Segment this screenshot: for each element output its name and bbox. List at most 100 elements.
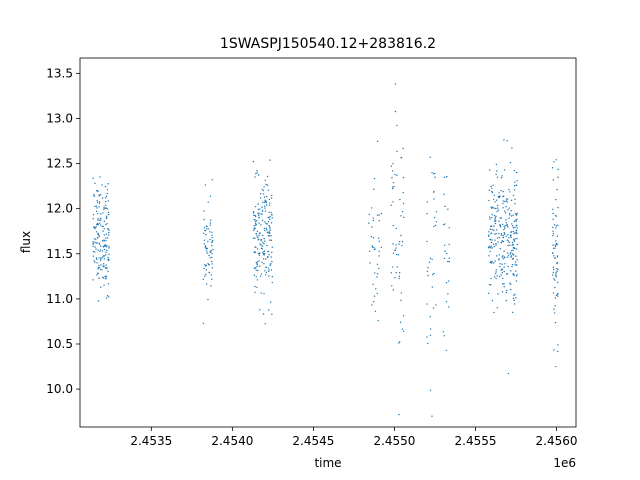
data-point — [402, 191, 404, 194]
data-point — [92, 245, 94, 247]
data-point — [97, 268, 99, 270]
data-point — [255, 246, 257, 248]
data-point — [208, 264, 210, 266]
data-point — [509, 161, 512, 164]
y-tick-label: 11.0 — [46, 292, 73, 306]
data-point — [265, 200, 267, 203]
data-point — [262, 189, 265, 192]
data-point — [511, 241, 514, 244]
data-point — [555, 274, 557, 277]
data-point — [207, 228, 209, 230]
data-point — [270, 197, 273, 199]
data-point — [509, 282, 511, 284]
data-point — [270, 263, 272, 265]
data-point — [514, 232, 516, 234]
data-point — [264, 229, 266, 232]
data-point — [264, 199, 266, 202]
data-point — [400, 299, 402, 302]
data-point — [205, 273, 207, 276]
data-point — [265, 271, 268, 274]
data-point — [501, 283, 504, 285]
data-point — [107, 237, 109, 239]
data-point — [502, 255, 504, 257]
data-point — [491, 239, 493, 241]
data-point — [254, 176, 256, 178]
x-tick-label: 2.4535 — [130, 434, 172, 448]
data-point — [431, 258, 433, 261]
data-point — [211, 267, 213, 269]
data-point — [510, 236, 512, 239]
data-point — [269, 159, 271, 161]
data-point — [495, 163, 498, 166]
data-point — [103, 248, 106, 251]
data-point — [443, 223, 445, 226]
data-point — [487, 292, 490, 295]
data-point — [514, 270, 517, 272]
data-point — [512, 249, 514, 252]
data-point — [515, 213, 518, 215]
data-point — [261, 213, 263, 215]
data-point — [211, 245, 213, 247]
data-point — [503, 285, 505, 288]
data-point — [254, 206, 257, 208]
data-point — [105, 264, 107, 266]
data-point — [95, 231, 98, 233]
data-point — [394, 249, 396, 251]
data-point — [260, 192, 262, 195]
data-point — [511, 258, 514, 260]
data-point — [263, 254, 265, 256]
data-point — [92, 242, 95, 245]
data-point — [447, 208, 449, 210]
data-point — [511, 244, 513, 246]
data-point — [510, 252, 512, 254]
data-point — [515, 220, 517, 222]
data-point — [433, 216, 436, 219]
data-point — [398, 240, 401, 243]
data-point — [376, 263, 379, 265]
data-point — [516, 259, 518, 261]
data-point — [206, 252, 208, 254]
data-point — [108, 231, 110, 234]
data-point — [503, 250, 505, 252]
data-point — [503, 233, 506, 236]
data-point — [392, 224, 394, 227]
data-point — [102, 225, 104, 227]
x-tick-label: 2.4555 — [455, 434, 497, 448]
data-point — [510, 256, 512, 258]
data-point — [271, 281, 273, 284]
data-point — [502, 223, 504, 226]
data-point — [504, 212, 507, 214]
data-point — [205, 225, 208, 228]
data-point — [265, 204, 268, 206]
data-point — [398, 342, 400, 344]
data-point — [372, 219, 375, 222]
data-point — [392, 201, 394, 203]
data-point — [371, 246, 374, 248]
data-point — [489, 218, 491, 220]
data-point — [374, 272, 376, 274]
data-point — [107, 211, 110, 214]
data-point — [503, 225, 505, 228]
data-point — [516, 218, 518, 220]
data-point — [262, 201, 264, 204]
data-point — [496, 170, 498, 172]
data-point — [262, 193, 265, 195]
data-point — [93, 195, 96, 198]
data-point — [94, 241, 96, 243]
data-point — [205, 233, 207, 236]
data-point — [556, 281, 559, 284]
data-point — [515, 255, 517, 257]
data-point — [252, 160, 255, 163]
data-point — [490, 206, 492, 208]
data-point — [262, 251, 264, 254]
data-point — [268, 275, 270, 277]
data-point — [209, 251, 212, 253]
data-point — [434, 172, 436, 175]
data-point — [554, 224, 556, 226]
data-point — [500, 274, 502, 276]
data-point — [495, 199, 498, 201]
data-point — [554, 312, 556, 314]
data-point — [266, 175, 269, 178]
data-point — [435, 304, 437, 306]
